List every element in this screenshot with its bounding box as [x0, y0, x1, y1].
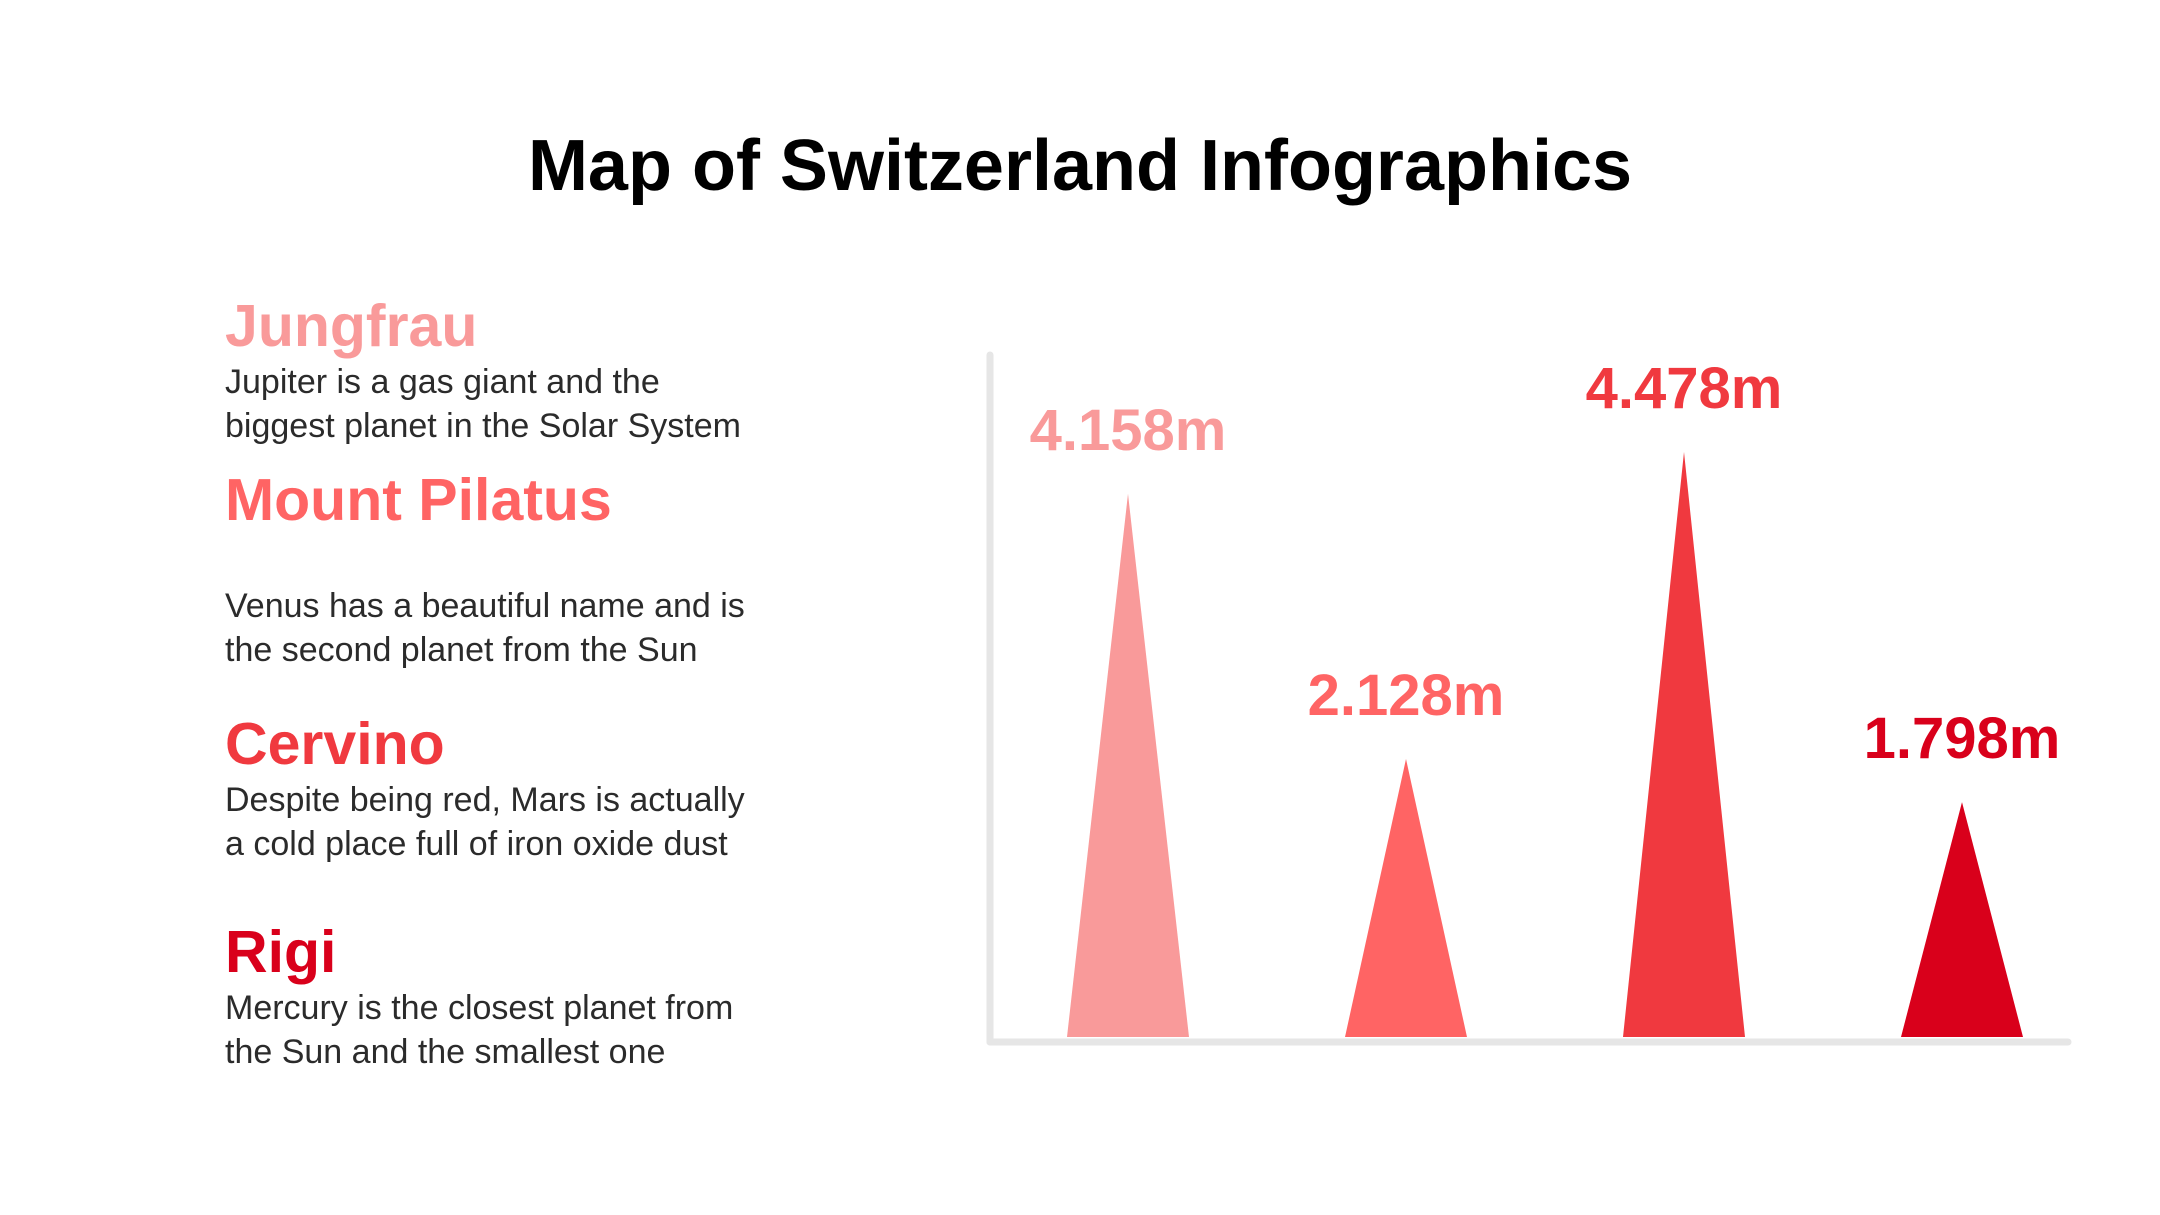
data-label: 1.798m: [1864, 706, 2061, 771]
entry-mount-pilatus: Mount Pilatus Venus has a beautiful name…: [225, 466, 825, 672]
entry-rigi: Rigi Mercury is the closest planet from …: [225, 918, 825, 1074]
entry-description-line-1: Jupiter is a gas giant and the: [225, 363, 660, 401]
entry-title: Jungfrau: [225, 293, 478, 359]
entry-title: Rigi: [225, 919, 337, 985]
entry-description-line-2: the Sun and the smallest one: [225, 1033, 666, 1071]
entry-description-line-2: biggest planet in the Solar System: [225, 407, 741, 445]
data-label: 4.158m: [1030, 398, 1227, 463]
peak-bar-mount-pilatus: [1345, 759, 1467, 1037]
entry-description-line-1: Mercury is the closest planet from: [225, 989, 734, 1027]
data-label: 4.478m: [1586, 356, 1783, 421]
entry-description-line-2: a cold place full of iron oxide dust: [225, 825, 728, 863]
entry-description-line-2: the second planet from the Sun: [225, 631, 698, 669]
peak-bar-cervino: [1623, 452, 1745, 1037]
peak-bar-rigi: [1901, 802, 2023, 1037]
entry-jungfrau: Jungfrau Jupiter is a gas giant and the …: [225, 292, 825, 448]
data-label: 2.128m: [1308, 663, 1505, 728]
peak-bar-jungfrau: [1067, 493, 1189, 1037]
entry-title: Cervino: [225, 711, 445, 777]
entry-cervino: Cervino Despite being red, Mars is actua…: [225, 710, 825, 866]
entry-description-line-1: Venus has a beautiful name and is: [225, 587, 745, 625]
entry-description-line-1: Despite being red, Mars is actually: [225, 781, 745, 819]
entry-title: Mount Pilatus: [225, 467, 612, 533]
page-title: Map of Switzerland Infographics: [527, 126, 1633, 206]
